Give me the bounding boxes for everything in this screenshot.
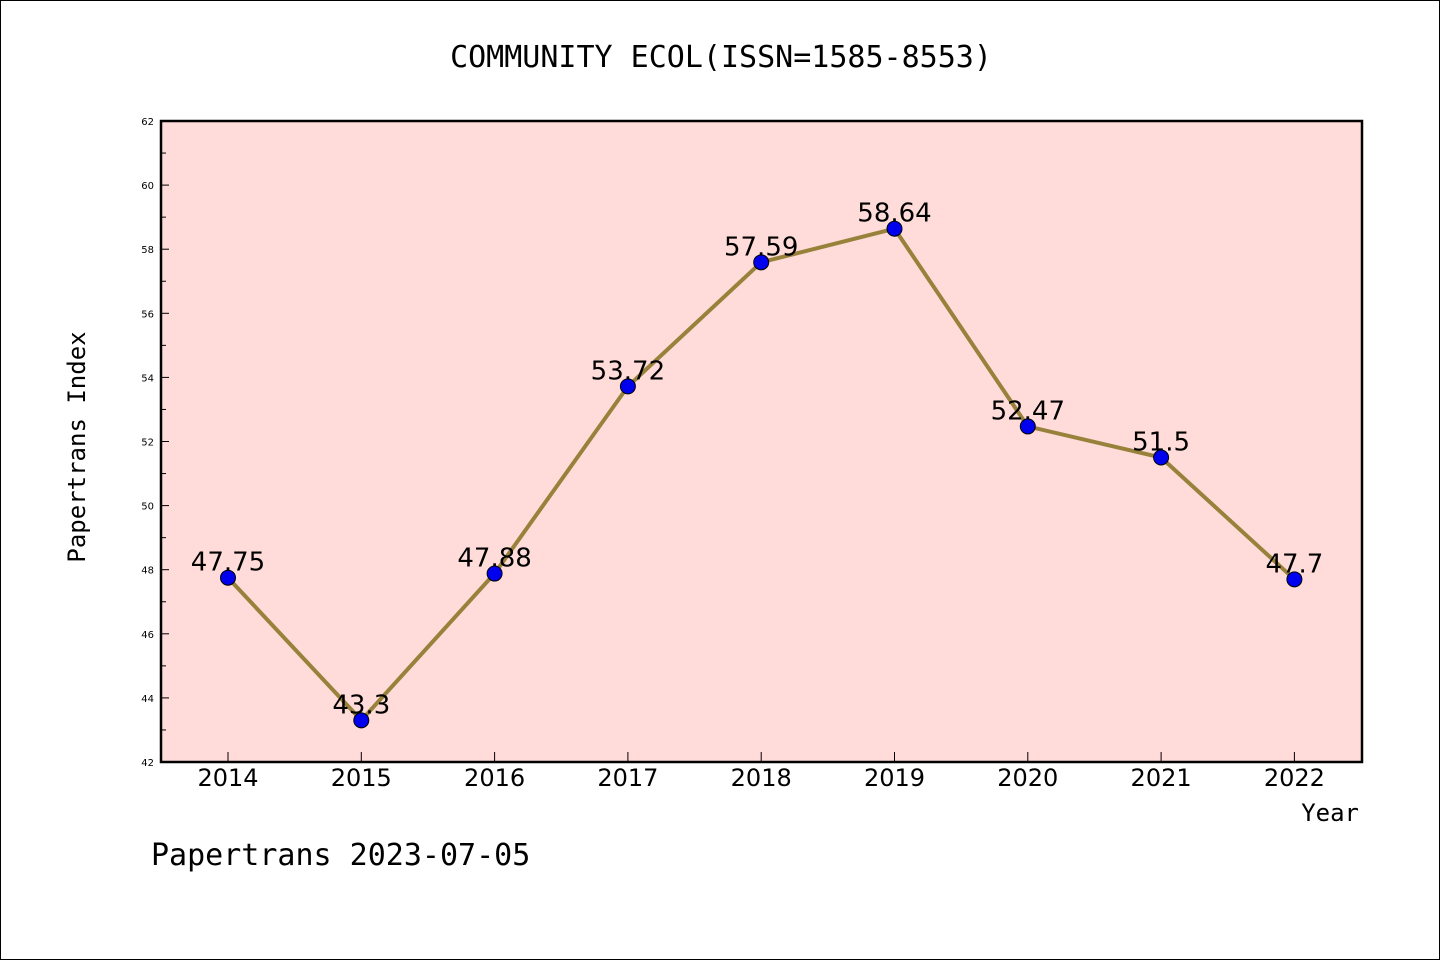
y-tick-label: 60 — [141, 181, 154, 192]
y-tick-label: 56 — [141, 309, 154, 320]
data-labels: 47.75 43.3 47.88 53.72 57.59 58.64 52.47 51.5 47… — [191, 199, 1324, 721]
x-tick-label: 2019 — [864, 764, 925, 792]
x-tick-label: 2014 — [197, 764, 258, 792]
x-tick-label: 2017 — [597, 764, 658, 792]
data-label: 58.64 — [857, 199, 931, 229]
y-tick-label: 50 — [141, 502, 154, 513]
data-label: 47.88 — [457, 544, 531, 574]
y-axis: 42 44 46 48 50 52 54 56 58 60 62 — [141, 117, 169, 769]
data-point — [753, 254, 770, 271]
data-point — [220, 569, 236, 586]
data-point — [886, 220, 903, 237]
y-axis-label: Papertrans Index — [63, 331, 91, 562]
x-tick-label: 2016 — [464, 764, 525, 792]
data-label: 47.75 — [191, 548, 265, 578]
data-label: 51.5 — [1132, 428, 1190, 458]
data-label: 43.3 — [332, 690, 390, 720]
series-markers — [220, 220, 1303, 729]
x-tick-label: 2015 — [331, 764, 392, 792]
data-point — [1153, 449, 1170, 466]
x-tick-label: 2022 — [1264, 764, 1325, 792]
data-point — [486, 565, 503, 582]
y-tick-label: 46 — [141, 630, 154, 641]
data-label: 52.47 — [991, 396, 1065, 426]
chart-title: COMMUNITY ECOL(ISSN=1585-8553) — [450, 40, 992, 75]
data-point — [619, 378, 636, 395]
y-tick-label: 62 — [141, 117, 154, 128]
y-tick-label: 52 — [141, 438, 154, 449]
data-label: 57.59 — [724, 232, 798, 262]
data-point — [1019, 418, 1036, 435]
x-axis: 2014 2015 2016 2017 2018 2019 2020 2021 2022 — [197, 752, 1325, 792]
x-tick-label: 2018 — [731, 764, 792, 792]
x-tick-label: 2020 — [997, 764, 1058, 792]
data-label: 53.72 — [591, 356, 665, 386]
y-tick-label: 58 — [141, 245, 154, 256]
y-tick-label: 48 — [141, 566, 154, 577]
y-tick-label: 54 — [141, 373, 154, 384]
footer-text: Papertrans 2023-07-05 — [151, 838, 530, 873]
data-point — [1286, 571, 1303, 588]
data-label: 47.7 — [1265, 549, 1323, 579]
y-tick-label: 44 — [141, 694, 154, 705]
x-tick-label: 2021 — [1131, 764, 1192, 792]
x-axis-label: Year — [1301, 799, 1359, 827]
y-tick-label: 42 — [141, 758, 154, 769]
plot-area — [159, 119, 1364, 764]
data-point — [353, 712, 370, 729]
